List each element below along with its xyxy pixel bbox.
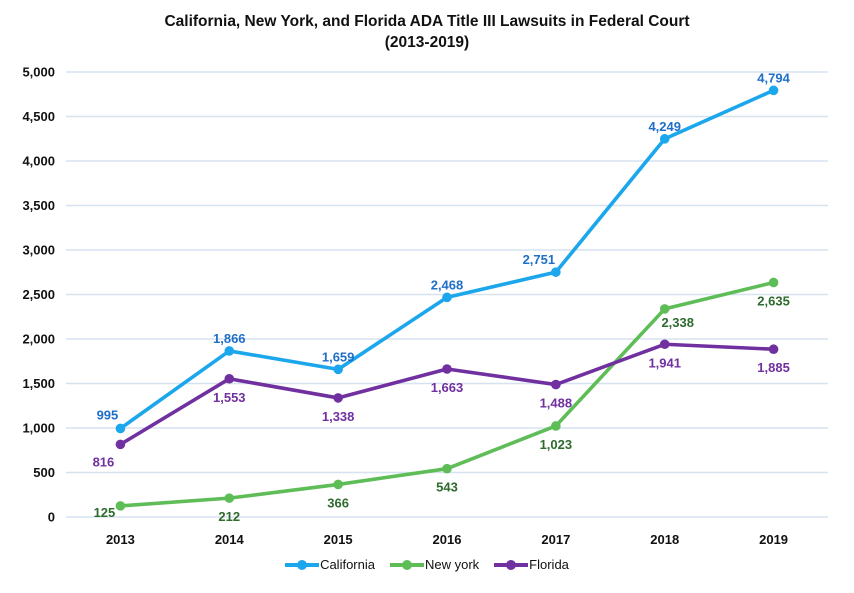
- data-point-label: 1,338: [322, 409, 355, 424]
- data-point-label: 1,553: [213, 390, 246, 405]
- legend-item-new-york: New york: [389, 557, 480, 572]
- data-point-label: 1,663: [431, 380, 464, 395]
- data-point-label: 1,488: [540, 396, 573, 411]
- data-point-label: 125: [94, 505, 116, 520]
- x-axis-tick-label: 2018: [650, 532, 679, 547]
- data-point-label: 4,794: [757, 70, 790, 85]
- data-point-label: 543: [436, 480, 458, 495]
- data-point: [333, 364, 343, 375]
- x-axis-tick-label: 2014: [215, 532, 245, 547]
- legend-label: California: [320, 557, 375, 572]
- legend-line-marker-icon: [285, 559, 320, 570]
- y-axis-tick-label: 4,500: [22, 109, 55, 124]
- data-point-label: 212: [218, 509, 240, 524]
- data-point-label: 816: [93, 454, 115, 469]
- data-point: [333, 393, 343, 403]
- x-axis-tick-label: 2019: [759, 532, 788, 547]
- y-axis-tick-label: 2,500: [22, 287, 55, 302]
- data-point: [115, 501, 126, 511]
- legend-line-marker-icon: [389, 559, 424, 570]
- chart-title: California, New York, and Florida ADA Ti…: [0, 12, 854, 54]
- data-point-label: 2,468: [431, 277, 464, 292]
- x-axis-tick-label: 2016: [433, 532, 462, 547]
- data-point: [442, 463, 452, 474]
- y-axis-tick-label: 4,000: [22, 154, 55, 169]
- series-line-california: [118, 88, 776, 431]
- data-point-label: 1,866: [213, 331, 246, 346]
- y-axis-tick-label: 3,000: [22, 243, 55, 258]
- data-point: [115, 439, 126, 450]
- data-point-label: 4,249: [648, 119, 681, 134]
- chart-legend: California New york Florida: [0, 557, 854, 572]
- legend-line-marker-icon: [494, 559, 529, 570]
- data-point: [768, 344, 779, 355]
- data-point: [768, 277, 779, 288]
- data-point: [115, 423, 126, 434]
- legend-label: New york: [424, 557, 480, 572]
- data-point: [551, 267, 561, 277]
- data-point-label: 1,885: [757, 360, 790, 375]
- data-point-label: 1,659: [322, 349, 355, 364]
- y-axis-tick-label: 3,500: [22, 198, 55, 213]
- chart-title-line2: (2013-2019): [384, 33, 470, 51]
- data-point: [333, 479, 343, 490]
- x-axis-tick-label: 2015: [324, 532, 353, 547]
- data-point: [224, 346, 235, 356]
- data-point-label: 1,023: [540, 437, 573, 452]
- y-axis-tick-label: 0: [48, 510, 55, 525]
- x-axis-tick-label: 2017: [541, 532, 570, 547]
- data-point-label: 2,635: [757, 293, 790, 308]
- data-point-label: 2,751: [523, 252, 556, 267]
- y-axis-tick-label: 1,000: [22, 421, 55, 436]
- legend-label: Florida: [529, 557, 569, 572]
- data-point: [659, 339, 670, 350]
- data-point: [551, 421, 561, 431]
- y-axis-tick-label: 2,000: [22, 332, 55, 347]
- data-point: [224, 373, 235, 384]
- data-point: [659, 134, 670, 144]
- legend-item-california: California: [285, 557, 375, 572]
- data-point: [659, 304, 670, 314]
- data-point: [442, 364, 452, 374]
- data-point: [551, 379, 561, 390]
- data-point-label: 366: [327, 495, 349, 510]
- data-point: [768, 85, 779, 96]
- data-point: [224, 493, 235, 503]
- chart-title-line1: California, New York, and Florida ADA Ti…: [164, 13, 690, 30]
- y-axis-tick-label: 1,500: [22, 376, 55, 391]
- legend-item-florida: Florida: [494, 557, 569, 572]
- data-point-label: 995: [97, 407, 119, 422]
- y-axis-tick-label: 5,000: [22, 65, 55, 80]
- data-point: [442, 292, 452, 303]
- data-point-label: 2,338: [661, 315, 694, 330]
- data-point-label: 1,941: [648, 355, 681, 370]
- y-axis-tick-label: 500: [33, 465, 55, 480]
- x-axis-tick-label: 2013: [106, 532, 135, 547]
